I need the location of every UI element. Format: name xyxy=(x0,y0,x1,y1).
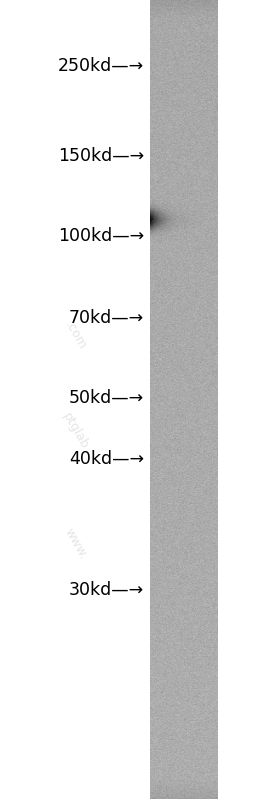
Text: 40kd—→: 40kd—→ xyxy=(69,451,144,468)
Text: 70kd—→: 70kd—→ xyxy=(69,309,144,327)
Text: www.: www. xyxy=(62,526,90,561)
Text: 50kd—→: 50kd—→ xyxy=(69,389,144,407)
Text: .com: .com xyxy=(62,319,89,352)
Text: 250kd—→: 250kd—→ xyxy=(58,57,144,74)
Text: 100kd—→: 100kd—→ xyxy=(58,227,144,244)
Text: ptglab: ptglab xyxy=(60,411,91,452)
Text: 150kd—→: 150kd—→ xyxy=(58,147,144,165)
Text: 30kd—→: 30kd—→ xyxy=(69,581,144,598)
